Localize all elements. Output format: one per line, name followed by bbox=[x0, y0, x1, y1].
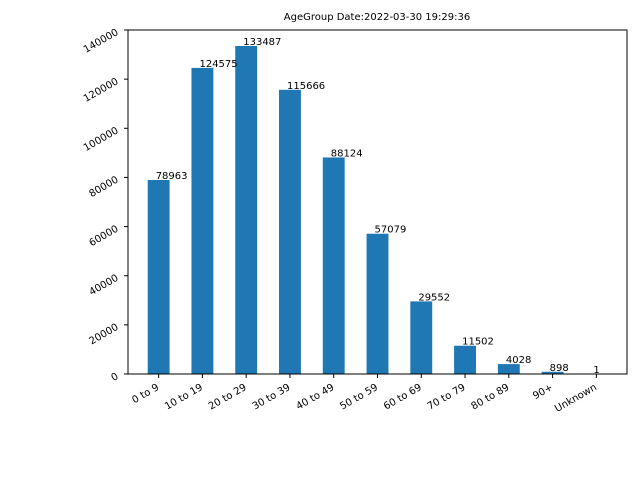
bar-0 bbox=[147, 179, 170, 374]
bar-9 bbox=[541, 371, 564, 374]
bar-3 bbox=[279, 89, 301, 374]
bar-5 bbox=[366, 233, 389, 374]
data-label-6: 29552 bbox=[418, 292, 450, 303]
data-label-5: 57079 bbox=[375, 225, 407, 236]
bar-8 bbox=[497, 364, 520, 374]
data-label-8: 4028 bbox=[506, 355, 531, 366]
data-label-7: 11502 bbox=[462, 337, 494, 348]
chart-title: AgeGroup Date:2022-03-30 19:29:36 bbox=[284, 12, 470, 23]
data-label-10: 1 bbox=[593, 365, 599, 376]
data-label-2: 133487 bbox=[243, 37, 281, 48]
data-label-4: 88124 bbox=[331, 148, 363, 159]
data-label-3: 115666 bbox=[287, 81, 325, 92]
bar-1 bbox=[191, 67, 214, 374]
bar-6 bbox=[410, 301, 433, 374]
y-tick-label-0: 0 bbox=[109, 371, 120, 384]
bar-2 bbox=[235, 46, 258, 375]
bars-group bbox=[147, 46, 608, 375]
bar-4 bbox=[322, 157, 345, 374]
data-label-9: 898 bbox=[550, 363, 569, 374]
data-labels-group: 7896312457513348711566688124570792955211… bbox=[156, 37, 600, 376]
data-label-1: 124575 bbox=[199, 59, 237, 70]
data-label-0: 78963 bbox=[156, 171, 188, 182]
plot-frame bbox=[127, 29, 628, 375]
bar-7 bbox=[454, 345, 476, 374]
